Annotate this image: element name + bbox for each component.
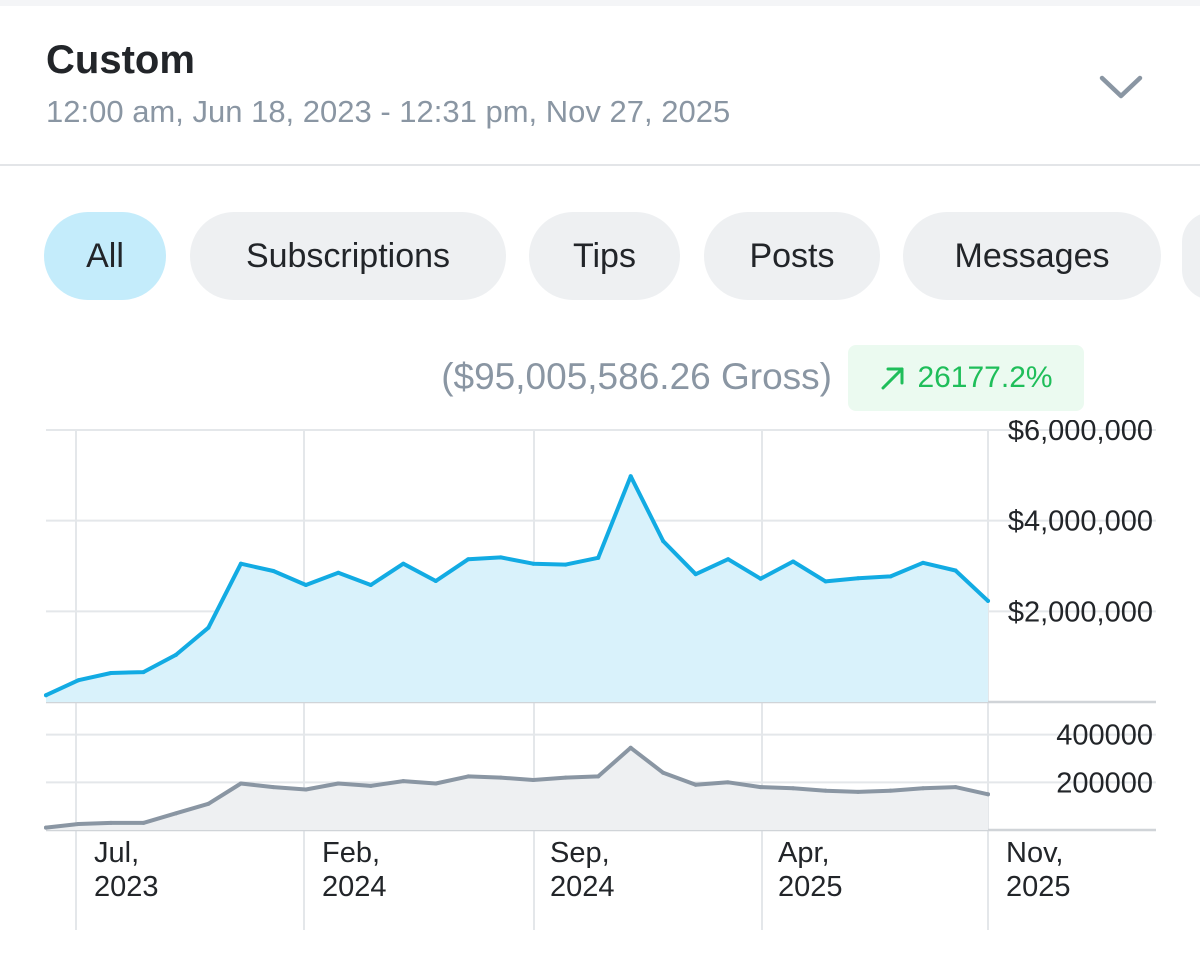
earnings-point-11 [368,583,373,588]
count-point-7 [238,781,243,786]
earnings-area [46,476,988,702]
count-point-17 [563,775,568,780]
earnings-point-27 [888,574,893,579]
count-point-4 [141,820,146,825]
count-point-25 [823,788,828,793]
earnings-point-29 [953,568,958,573]
earnings-chart: $2,000,000 $4,000,000 $6,000,000 200000 4000… [44,420,1156,930]
x-tick-label: Apr, 2025 [778,837,843,903]
count-point-14 [466,774,471,779]
tab-messages[interactable]: Messages [903,212,1161,300]
count-point-28 [921,786,926,791]
earnings-series-line [44,474,990,698]
earnings-point-23 [758,576,763,581]
count-point-21 [693,782,698,787]
earnings-point-28 [921,560,926,565]
count-point-5 [173,811,178,816]
x-tick-label: Sep, 2024 [550,837,615,903]
tab-next-partial[interactable] [1182,212,1200,300]
top-band [0,0,1200,6]
earnings-point-13 [433,578,438,583]
change-percent: 26177.2% [917,361,1053,394]
earnings-point-14 [466,557,471,562]
count-point-18 [596,774,601,779]
count-point-15 [498,775,503,780]
count-y-tick-label: 400000 [1056,720,1153,752]
earnings-point-18 [596,555,601,560]
earnings-point-16 [531,561,536,566]
earnings-point-3 [108,670,113,675]
count-point-30 [986,792,990,797]
earnings-y-tick-label: $4,000,000 [1008,506,1153,538]
count-point-16 [531,777,536,782]
arrow-up-right-icon [881,367,904,390]
count-point-13 [433,781,438,786]
count-point-9 [303,787,308,792]
earnings-point-1 [44,693,48,698]
earnings-point-2 [76,678,81,683]
earnings-point-25 [823,579,828,584]
earnings-point-21 [693,572,698,577]
date-range-selector[interactable]: Custom 12:00 am, Jun 18, 2023 - 12:31 pm… [0,6,1200,166]
tab-tips[interactable]: Tips [529,212,680,300]
count-point-11 [368,783,373,788]
tab-all[interactable]: All [44,212,166,300]
earnings-point-24 [791,559,796,564]
count-point-22 [726,780,731,785]
page-title: Custom [46,38,195,82]
earnings-point-12 [401,561,406,566]
count-series-line [44,745,990,830]
count-point-19 [628,745,633,750]
earnings-point-20 [661,539,666,544]
chevron-down-icon[interactable] [1094,66,1148,106]
earnings-point-19 [628,474,633,479]
count-point-23 [758,785,763,790]
earnings-point-30 [986,598,990,603]
count-point-20 [661,770,666,775]
date-range-text: 12:00 am, Jun 18, 2023 - 12:31 pm, Nov 2… [46,94,731,129]
x-tick-label: Jul, 2023 [94,837,159,903]
count-point-1 [44,825,48,830]
count-point-26 [856,789,861,794]
count-point-27 [888,788,893,793]
earnings-point-22 [726,557,731,562]
earnings-point-17 [563,562,568,567]
count-point-10 [336,781,341,786]
tab-subscriptions[interactable]: Subscriptions [190,212,506,300]
filter-tabs: All Subscriptions Tips Posts Messages [0,212,1200,300]
earnings-point-8 [271,568,276,573]
change-badge: 26177.2% [848,345,1084,411]
earnings-y-tick-label: $2,000,000 [1008,596,1153,628]
count-point-6 [206,801,211,806]
earnings-point-5 [173,652,178,657]
tab-posts[interactable]: Posts [704,212,880,300]
x-tick-label: Nov, 2025 [1006,837,1071,903]
earnings-point-9 [303,583,308,588]
earnings-point-26 [856,576,861,581]
earnings-y-tick-label: $6,000,000 [1008,420,1153,447]
count-point-12 [401,779,406,784]
count-area [46,747,988,830]
earnings-point-4 [141,670,146,675]
count-point-8 [271,785,276,790]
count-point-24 [791,786,796,791]
gross-total: ($95,005,586.26 Gross) [441,356,832,397]
count-point-29 [953,785,958,790]
earnings-point-6 [206,625,211,630]
x-tick-label: Feb, 2024 [322,837,387,903]
count-y-tick-label: 200000 [1056,767,1153,799]
earnings-point-10 [336,570,341,575]
count-point-2 [76,822,81,827]
earnings-point-15 [498,555,503,560]
count-point-3 [108,820,113,825]
earnings-point-7 [238,561,243,566]
